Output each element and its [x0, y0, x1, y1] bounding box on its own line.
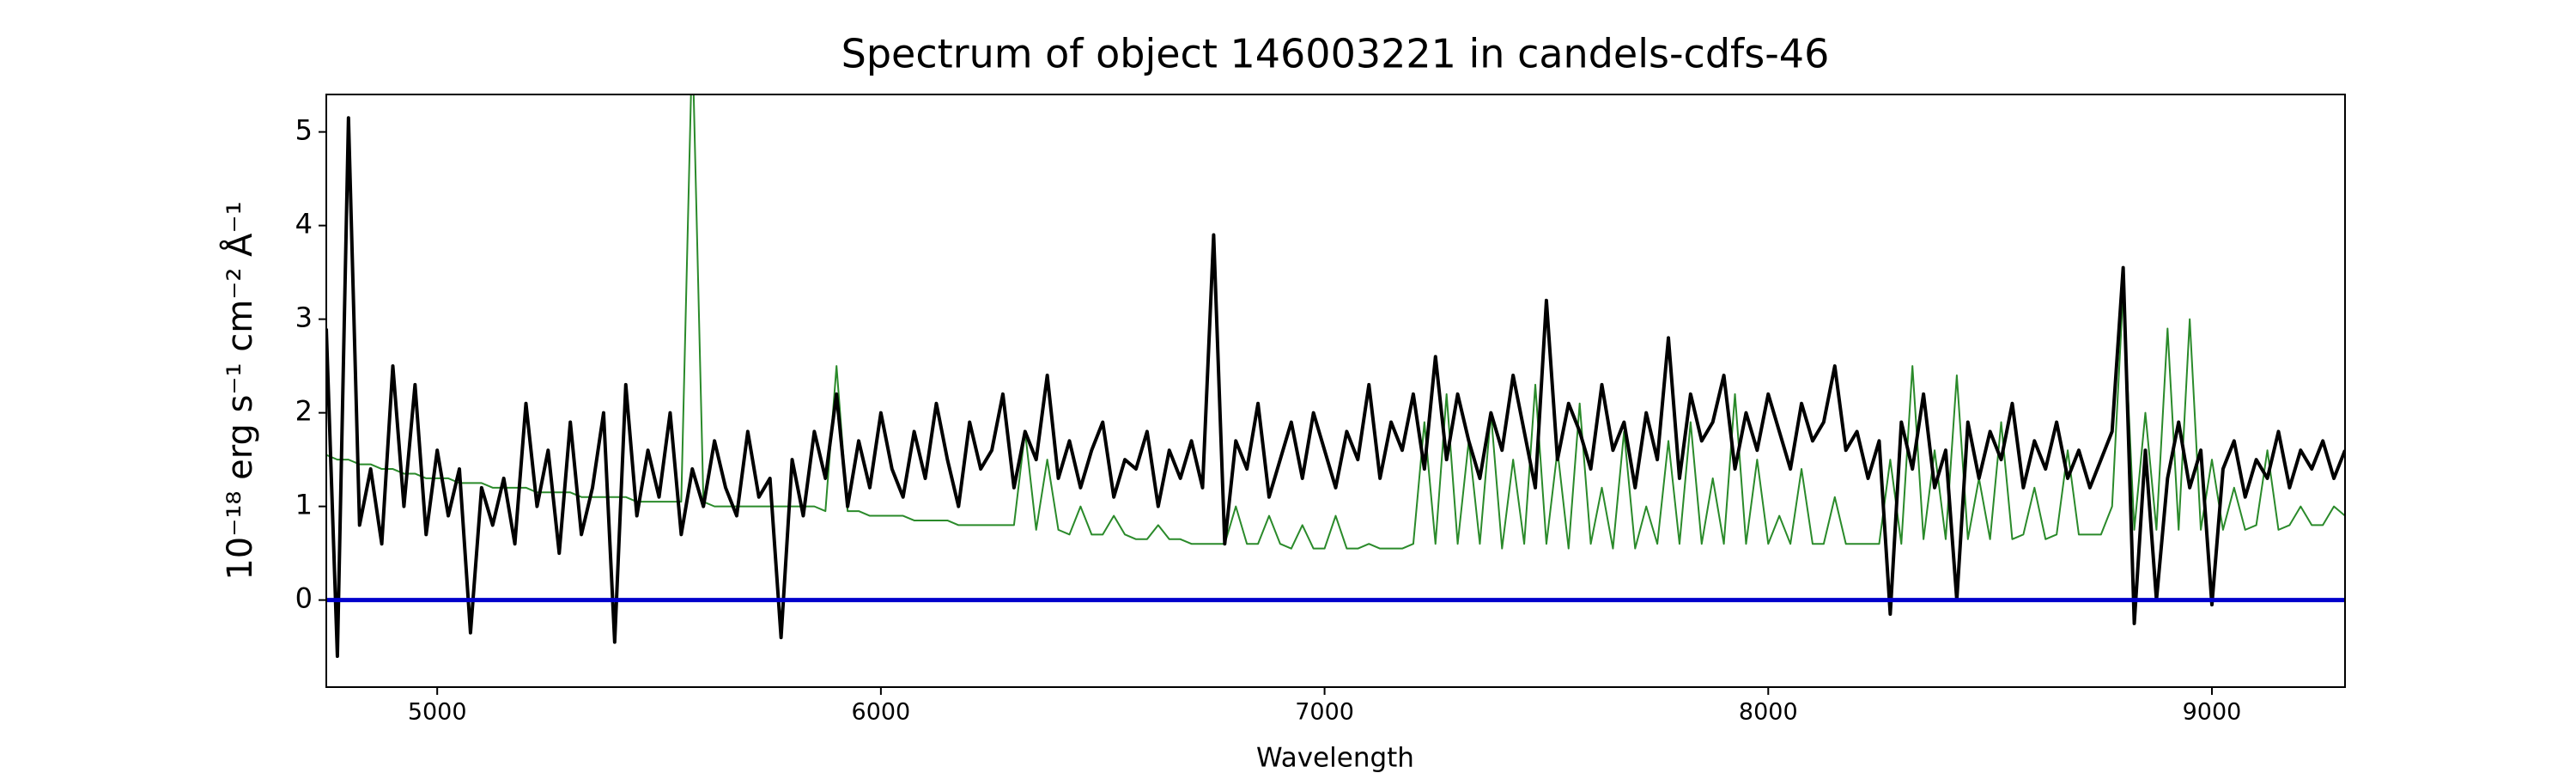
plot-area — [326, 94, 2345, 659]
spectrum-line — [326, 116, 2345, 659]
plot-frame — [325, 94, 2346, 688]
x-axis-label: Wavelength — [1256, 743, 1414, 773]
y-tick-label: 1 — [295, 489, 313, 521]
y-axis-label: 10⁻¹⁸ erg s⁻¹ cm⁻² Å⁻¹ — [219, 201, 260, 580]
x-tick-label: 7000 — [1295, 699, 1354, 726]
x-tick-label: 8000 — [1739, 699, 1798, 726]
y-tick-label: 0 — [295, 582, 313, 615]
spectrum-line — [326, 94, 2345, 550]
y-tick-label: 5 — [295, 114, 313, 147]
y-tick-label: 3 — [295, 301, 313, 334]
x-tick-label: 5000 — [408, 699, 467, 726]
y-tick-label: 2 — [295, 395, 313, 428]
x-tick-label: 9000 — [2183, 699, 2242, 726]
x-tick-label: 6000 — [852, 699, 911, 726]
y-tick-label: 4 — [295, 208, 313, 240]
chart-title: Spectrum of object 146003221 in candels-… — [841, 31, 1830, 77]
